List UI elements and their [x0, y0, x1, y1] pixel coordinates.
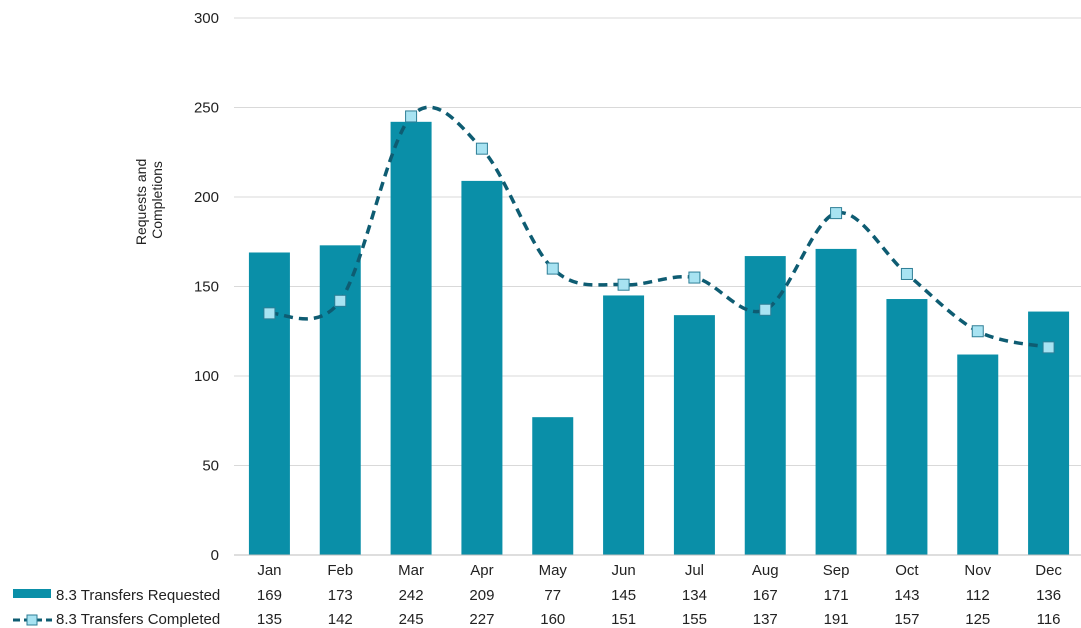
x-tick-label: Aug — [752, 562, 779, 579]
legend-key-requested — [13, 589, 51, 598]
table-value-completed: 157 — [894, 611, 919, 628]
bar-requested — [886, 299, 928, 555]
y-axis-label-line-1: Requests and — [133, 159, 149, 245]
table-value-completed: 155 — [682, 611, 707, 628]
bar-requested — [957, 354, 999, 555]
x-tick-label: Mar — [398, 562, 424, 579]
marker-completed — [546, 262, 559, 275]
legend-label-requested: 8.3 Transfers Requested — [56, 587, 220, 604]
completed-line — [269, 105, 1049, 350]
bar-requested — [815, 248, 857, 555]
completed-markers — [263, 110, 1055, 354]
marker-completed — [1042, 341, 1055, 354]
y-tick-label: 100 — [194, 368, 219, 385]
table-value-requested: 242 — [399, 587, 424, 604]
table-value-requested: 136 — [1036, 587, 1061, 604]
bar-requested — [319, 245, 361, 555]
marker-completed — [971, 325, 984, 338]
y-tick-label: 200 — [194, 189, 219, 206]
marker-completed — [900, 267, 913, 280]
marker-completed — [688, 271, 701, 284]
y-tick-label: 0 — [211, 547, 219, 564]
x-tick-label: Jan — [257, 562, 281, 579]
table-value-completed: 191 — [824, 611, 849, 628]
y-tick-label: 250 — [194, 100, 219, 117]
table-value-completed: 135 — [257, 611, 282, 628]
marker-completed — [405, 110, 418, 123]
table-value-completed: 142 — [328, 611, 353, 628]
x-tick-label: Sep — [823, 562, 850, 579]
table-value-requested: 209 — [469, 587, 494, 604]
table-value-requested: 77 — [544, 587, 561, 604]
bar-requested — [390, 121, 432, 555]
x-tick-label: Jul — [685, 562, 704, 579]
marker-completed — [334, 294, 347, 307]
bar-requested — [673, 315, 715, 555]
x-axis-ticks: Jan Feb Mar Apr May Jun Jul Aug Sep Oct Nov Dec — [257, 562, 1062, 579]
bar-requested — [248, 252, 290, 556]
table-value-completed: 245 — [399, 611, 424, 628]
table-value-completed: 160 — [540, 611, 565, 628]
x-tick-label: Dec — [1035, 562, 1062, 579]
marker-completed — [617, 278, 630, 291]
table-value-requested: 171 — [824, 587, 849, 604]
gridlines — [234, 17, 1081, 466]
table-value-completed: 116 — [1037, 611, 1061, 628]
y-tick-label: 150 — [194, 279, 219, 296]
x-tick-label: May — [539, 562, 568, 579]
table-value-requested: 173 — [328, 587, 353, 604]
table-value-requested: 169 — [257, 587, 282, 604]
table-value-requested: 143 — [894, 587, 919, 604]
data-table: 8.3 Transfers Requested 169 173 242 209 77 145… — [13, 587, 1061, 628]
marker-completed — [475, 142, 488, 155]
bars — [248, 121, 1070, 556]
bar-requested — [603, 295, 645, 555]
marker-completed — [759, 303, 772, 316]
marker-completed — [263, 307, 276, 320]
table-value-requested: 134 — [682, 587, 707, 604]
x-tick-label: Oct — [895, 562, 919, 579]
bar-requested — [744, 256, 786, 555]
y-tick-label: 300 — [194, 10, 219, 27]
x-tick-label: Apr — [470, 562, 493, 579]
table-value-completed: 151 — [611, 611, 636, 628]
table-value-completed: 137 — [753, 611, 778, 628]
y-axis-label: Requests and Completions — [133, 155, 165, 245]
bar-requested — [532, 417, 574, 555]
marker-completed — [830, 207, 843, 220]
x-tick-label: Nov — [964, 562, 991, 579]
table-value-requested: 145 — [611, 587, 636, 604]
bar-requested — [461, 180, 503, 555]
y-axis-ticks: 0 50 100 150 200 250 300 — [194, 10, 219, 564]
table-value-completed: 227 — [469, 611, 494, 628]
table-value-requested: 112 — [966, 587, 990, 604]
y-axis-label-line-2: Completions — [149, 161, 165, 239]
x-tick-label: Feb — [327, 562, 353, 579]
legend-key-completed-marker — [26, 614, 38, 626]
table-value-requested: 167 — [753, 587, 778, 604]
legend-label-completed: 8.3 Transfers Completed — [56, 611, 220, 628]
x-tick-label: Jun — [611, 562, 635, 579]
y-tick-label: 50 — [202, 458, 219, 475]
table-value-completed: 125 — [965, 611, 990, 628]
